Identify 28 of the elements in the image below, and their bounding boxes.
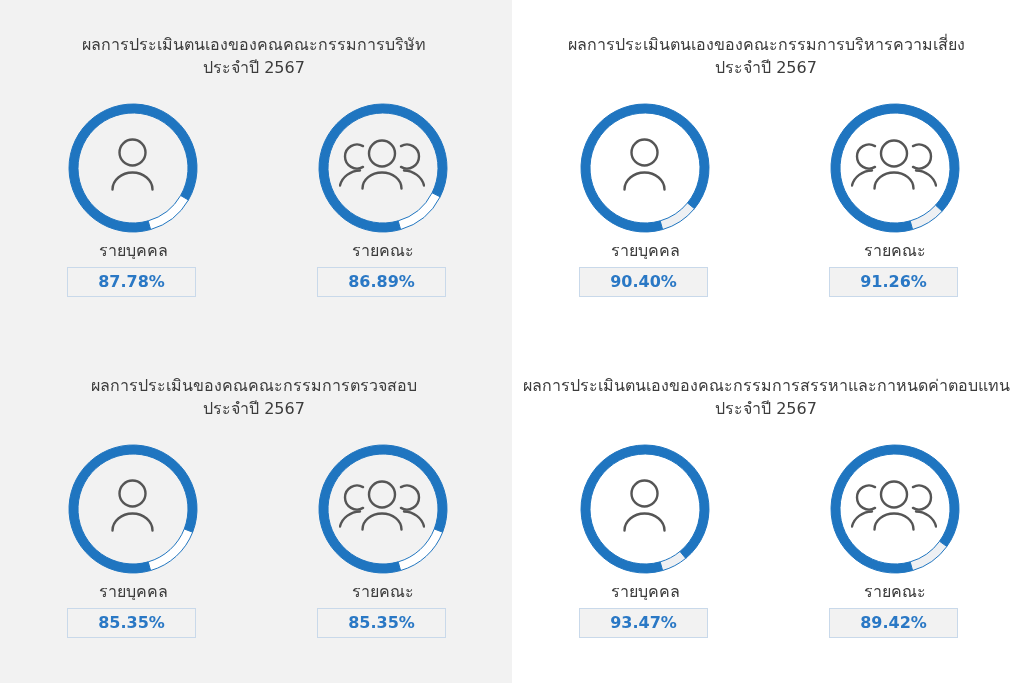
value-field: 85.35% xyxy=(317,608,446,638)
donut-slice xyxy=(830,444,960,574)
donut-slice xyxy=(318,103,448,233)
text: รายคณะ xyxy=(352,582,414,601)
donut-slice xyxy=(318,444,448,574)
donut-slice xyxy=(580,444,710,574)
text: ผลการประเมินตนเองของคณะกรรมการบริหารความเสี่ยง xyxy=(566,33,966,56)
value-field: 89.42% xyxy=(829,608,958,638)
value-field: 91.26% xyxy=(829,267,958,297)
text: ประจำปี 2567 xyxy=(714,57,818,79)
donut-slice xyxy=(68,444,198,574)
text: ประจำปี 2567 xyxy=(714,398,818,420)
value-field: 86.89% xyxy=(317,267,446,297)
value-field: 87.78% xyxy=(67,267,196,297)
text: รายคณะ xyxy=(864,241,926,260)
value-field: 93.47% xyxy=(579,608,708,638)
donut-slice xyxy=(830,103,960,233)
donut-slice xyxy=(580,103,710,233)
text: ผลการประเมินตนเองของคณคณะกรรมการบริษัท xyxy=(81,34,427,56)
value-field: 85.35% xyxy=(67,608,196,638)
text: ผลการประเมินของคณคณะกรรมการตรวจสอบ xyxy=(90,375,418,397)
donut-slice xyxy=(68,103,198,233)
text: รายคณะ xyxy=(864,582,926,601)
text: รายคณะ xyxy=(352,241,414,260)
value-field: 90.40% xyxy=(579,267,708,297)
text: ประจำปี 2567 xyxy=(202,57,306,79)
text: ผลการประเมินตนเองของคณะกรรมการสรรหาและกาหนดค่าตอบแทน xyxy=(521,375,1011,397)
text: ประจำปี 2567 xyxy=(202,398,306,420)
